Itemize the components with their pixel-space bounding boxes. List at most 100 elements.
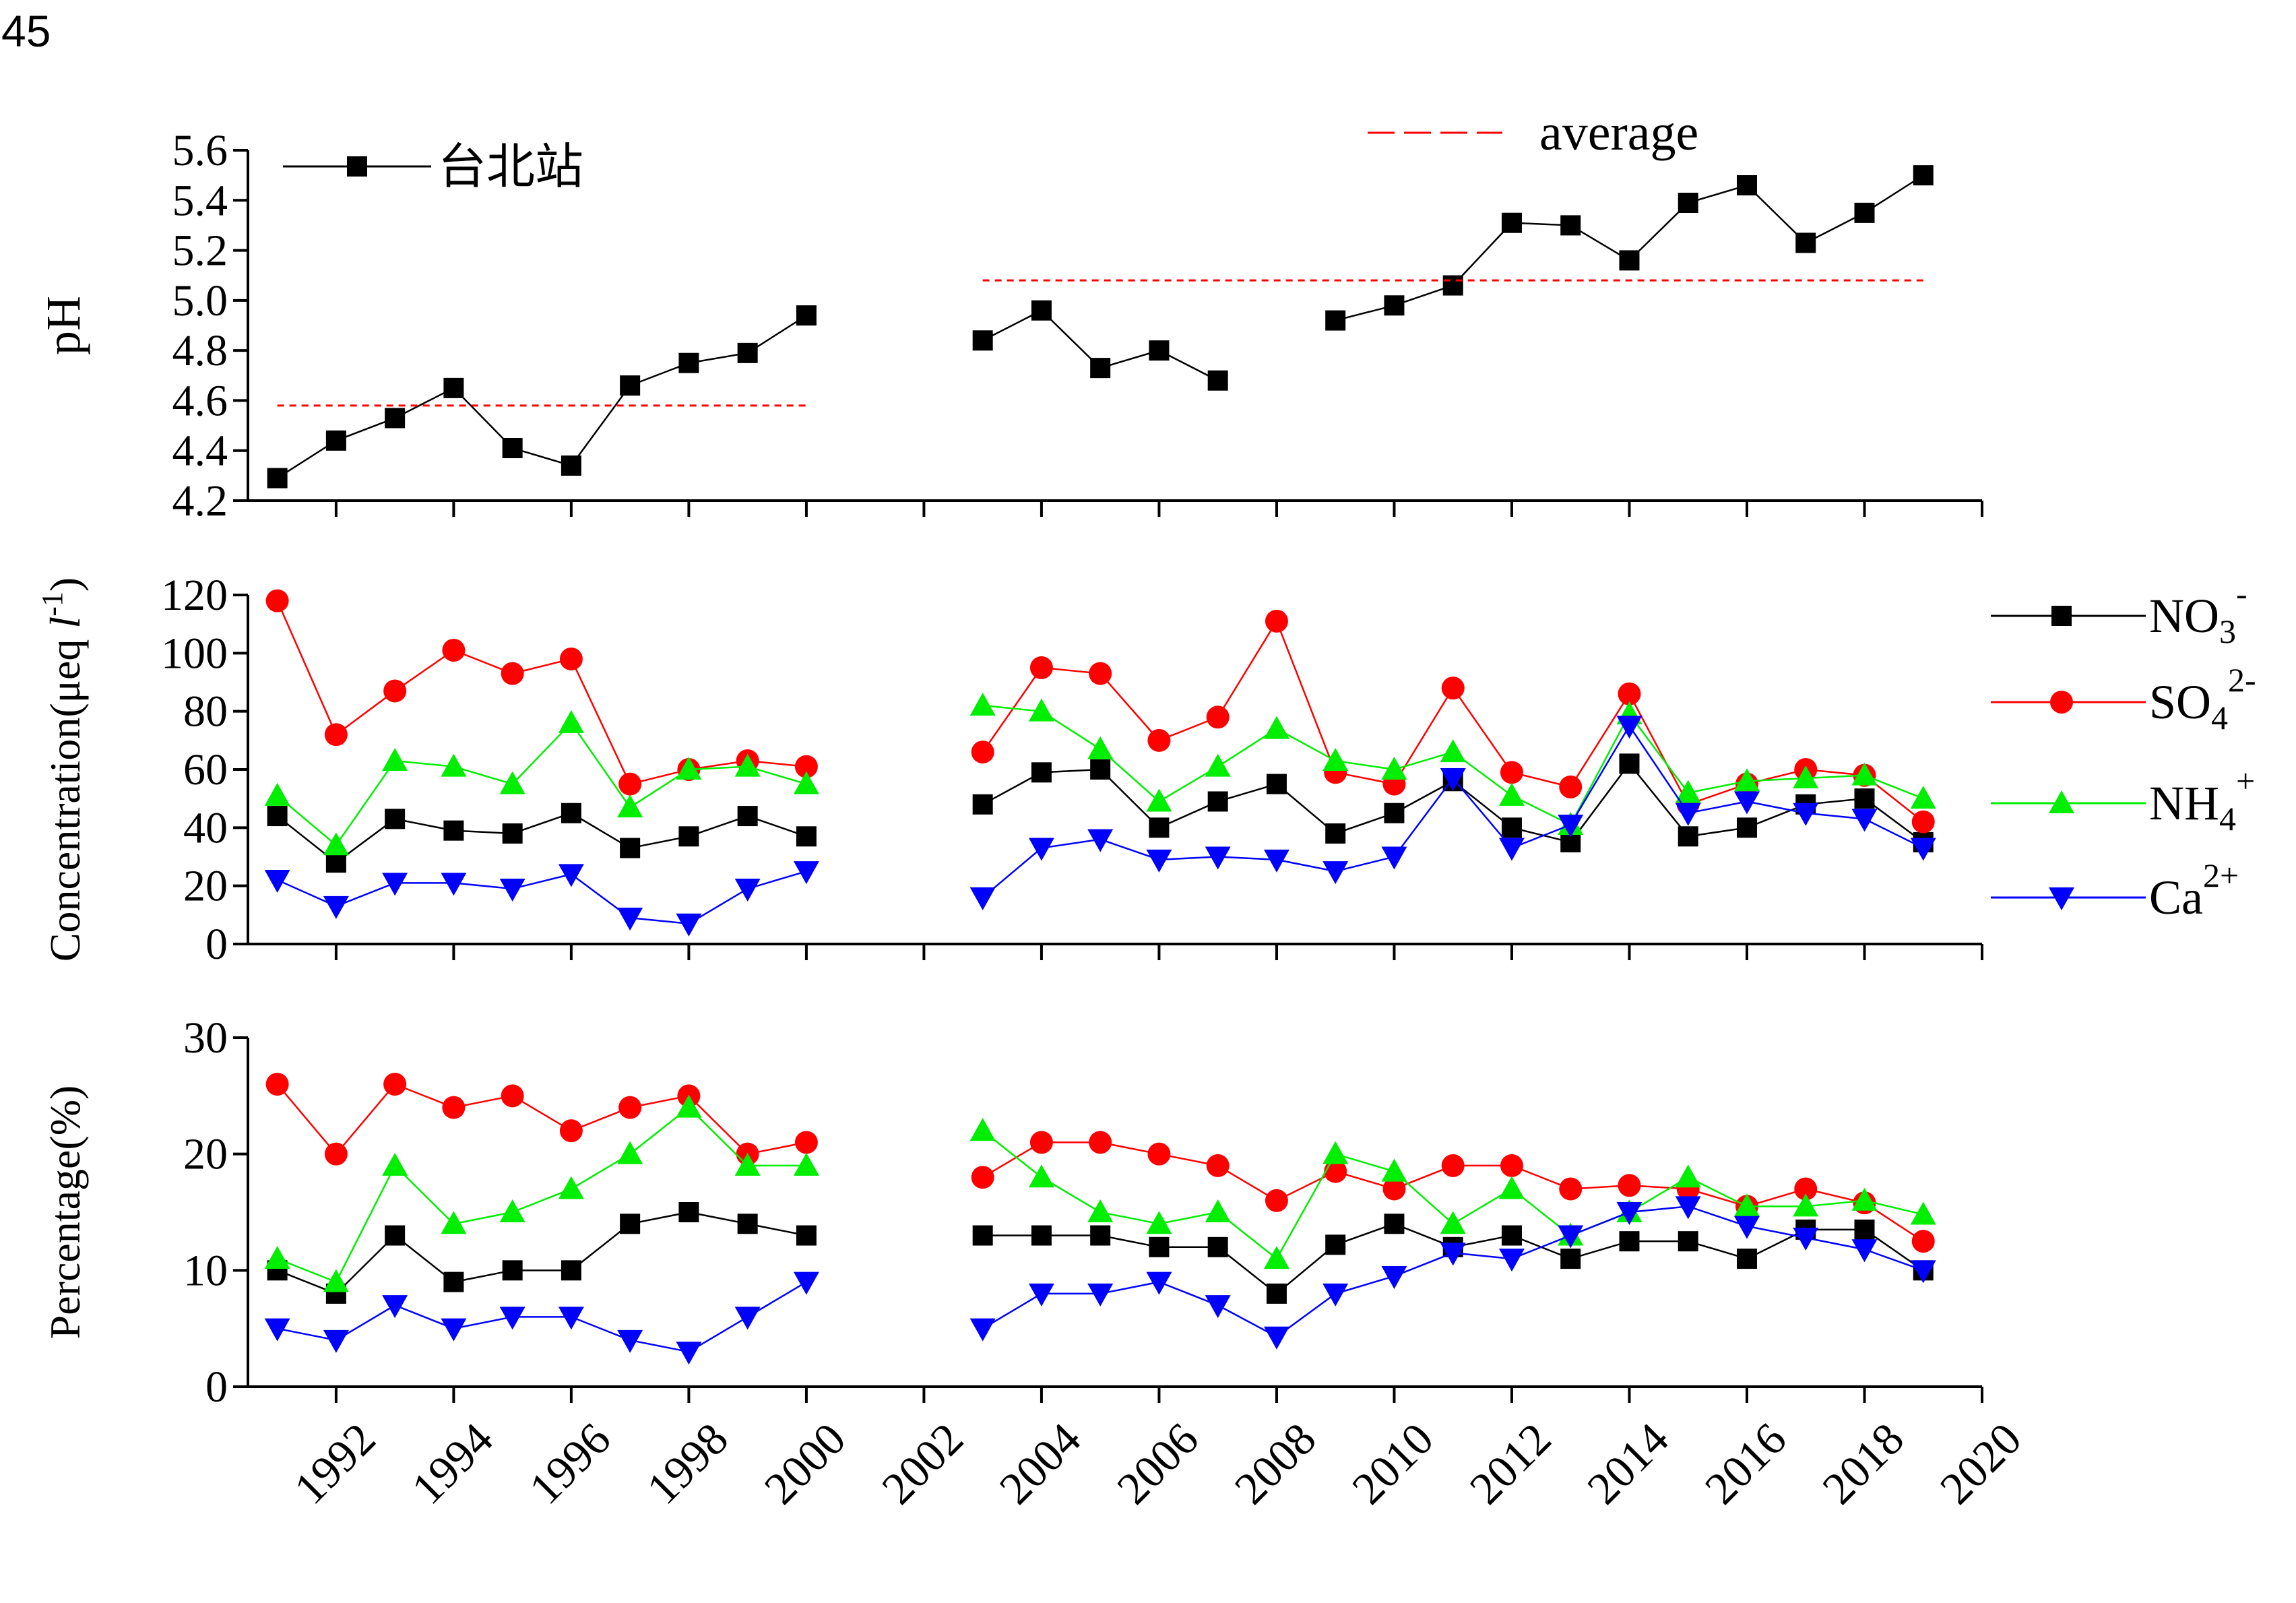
- ca2-down-triangle-marker: [1263, 849, 1289, 873]
- y-tick-label: 4.4: [172, 427, 228, 476]
- so42-circle-marker: [501, 1084, 524, 1108]
- ca2-down-triangle-marker: [793, 1271, 819, 1295]
- x-tick-label: 1992: [284, 1413, 385, 1514]
- page-number: 45: [1, 6, 51, 56]
- no3-square-marker: [1854, 788, 1875, 809]
- nh4-triangle-marker: [1851, 1187, 1878, 1211]
- no3-square-marker: [1678, 826, 1698, 847]
- y-axis-label: Percentage(%): [41, 1086, 89, 1340]
- so42-circle-marker: [1382, 1177, 1406, 1201]
- ca2-down-triangle-marker: [1322, 861, 1349, 885]
- nh4-line: [276, 721, 807, 847]
- ca2-down-triangle-marker: [617, 908, 643, 931]
- y-tick-label: 80: [183, 687, 228, 736]
- no3-square-marker: [1678, 1231, 1698, 1252]
- y-tick-label: 40: [183, 803, 228, 852]
- ca2-down-triangle-marker: [969, 887, 996, 910]
- so42-circle-marker: [1029, 1131, 1053, 1154]
- ca2-down-triangle-marker: [1440, 767, 1466, 791]
- no3-square-marker: [385, 1225, 406, 1246]
- ca2-down-triangle-marker: [499, 1307, 525, 1330]
- y-axis-label: Concentration(μeq l-1): [36, 577, 89, 962]
- y-tick-label: 20: [183, 862, 228, 911]
- ph-square-marker: [1619, 250, 1640, 271]
- nh4-triangle-marker: [499, 1199, 525, 1222]
- no3-square-marker: [1031, 1225, 1052, 1246]
- nh4-triangle-marker: [969, 1118, 996, 1141]
- ca2-down-triangle-marker: [1793, 1227, 1819, 1251]
- x-tick-label: 2016: [1695, 1413, 1796, 1514]
- no3-square-marker: [443, 820, 464, 841]
- ph-panel: 4.24.44.64.85.05.25.45.6 pH: [36, 126, 1983, 526]
- nh4-triangle-marker: [1851, 762, 1878, 786]
- so42-line: [276, 1083, 807, 1156]
- so42-circle-marker: [1147, 728, 1171, 752]
- ion-legend: NO3- SO42- NH4+ Ca2+: [1991, 575, 2256, 924]
- no3-square-marker: [1736, 817, 1757, 838]
- y-tick-label: 5.2: [172, 226, 228, 276]
- concentration-panel: 0 20 40 60 80 100 120 Concentration(μeq l-1): [36, 571, 1983, 969]
- y-tick-label: 60: [183, 745, 228, 794]
- ca2-down-triangle-marker: [1028, 1283, 1054, 1307]
- y-tick-label: 5.6: [172, 126, 228, 175]
- nh4-triangle-marker: [1733, 1193, 1760, 1217]
- ca2-down-triangle-marker: [734, 878, 761, 902]
- nh4-triangle-marker: [969, 693, 996, 716]
- ca2-down-triangle-marker: [1616, 1202, 1643, 1225]
- no3-square-marker: [1854, 1219, 1875, 1240]
- no3-square-marker: [1560, 1249, 1581, 1269]
- x-tick-label: 2018: [1812, 1413, 1913, 1514]
- x-tick-label: 2006: [1107, 1413, 1208, 1514]
- nh4-triangle-marker: [676, 757, 702, 780]
- ca2-down-triangle-marker: [441, 873, 467, 896]
- ph-square-marker: [737, 342, 758, 363]
- so42-circle-marker: [1029, 656, 1053, 679]
- no3-square-marker: [678, 826, 699, 847]
- x-tick-label: 2020: [1930, 1413, 2031, 1514]
- nh4-triangle-marker: [1498, 782, 1525, 806]
- ph-line: [276, 315, 807, 479]
- no3-square-marker: [267, 806, 288, 827]
- nh4-triangle-marker: [1263, 1246, 1289, 1269]
- ca2-line: [277, 870, 807, 925]
- ph-square-marker: [1384, 295, 1405, 316]
- so42-circle-marker: [618, 772, 642, 796]
- ca2-down-triangle-marker: [793, 861, 819, 885]
- no3-square-marker: [1090, 759, 1111, 780]
- no3-square-marker: [737, 1214, 758, 1234]
- ph-square-marker: [502, 438, 523, 458]
- x-tick-label: 2002: [872, 1413, 973, 1514]
- nh4-triangle-marker: [441, 1211, 467, 1234]
- nh4-triangle-marker: [1910, 1201, 1936, 1225]
- ca2-down-triangle-marker: [617, 1329, 643, 1353]
- no3-square-marker: [1619, 753, 1640, 774]
- y-tick-label: 120: [161, 571, 228, 620]
- so42-circle-marker: [265, 1073, 289, 1096]
- ph-square-marker: [385, 408, 406, 429]
- so42-circle-marker: [383, 1073, 407, 1096]
- ca2-down-triangle-marker: [676, 1342, 702, 1365]
- no3-square-marker: [1619, 1231, 1640, 1252]
- ph-square-marker: [1913, 165, 1934, 186]
- so42-circle-marker: [1441, 677, 1465, 700]
- nh4-triangle-marker: [1322, 748, 1349, 772]
- no3-square-marker: [1384, 1214, 1405, 1234]
- legend-no3-square-marker: [2051, 606, 2072, 626]
- nh4-triangle-marker: [499, 771, 525, 794]
- y-tick-label: 10: [183, 1246, 228, 1295]
- so42-circle-marker: [1559, 775, 1583, 798]
- nh4-triangle-marker: [1087, 736, 1114, 759]
- so42-circle-marker: [1618, 682, 1641, 705]
- ph-square-marker: [1207, 370, 1228, 391]
- ph-square-marker: [1736, 175, 1757, 195]
- y-axis-label: pH: [36, 296, 90, 355]
- nh4-triangle-marker: [793, 771, 819, 794]
- nh4-triangle-marker: [441, 753, 467, 777]
- so42-circle-marker: [1265, 1189, 1288, 1212]
- no3-square-marker: [561, 803, 581, 823]
- ca2-down-triangle-marker: [1675, 1196, 1701, 1220]
- no3-square-marker: [1149, 1236, 1170, 1257]
- x-tick-label: 1998: [637, 1413, 738, 1514]
- nh4-triangle-marker: [1263, 716, 1289, 739]
